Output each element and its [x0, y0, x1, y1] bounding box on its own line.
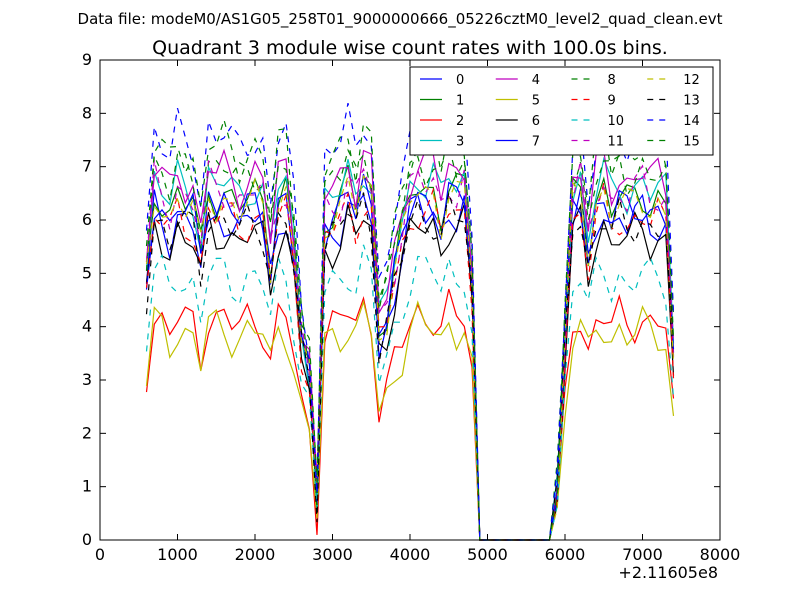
y-tick-label: 5: [82, 263, 92, 282]
y-tick-label: 3: [82, 370, 92, 389]
series-layer: [145, 102, 675, 541]
y-tick-label: 7: [82, 157, 92, 176]
legend-label-15: 15: [683, 135, 700, 150]
series-line-4: [145, 148, 675, 541]
legend-label-9: 9: [608, 94, 616, 109]
chart-title: Quadrant 3 module wise count rates with …: [152, 37, 668, 59]
y-tick-label: 1: [82, 477, 92, 496]
legend-label-11: 11: [608, 135, 625, 150]
series-line-11: [145, 159, 675, 541]
legend-label-2: 2: [456, 114, 464, 129]
chart-suptitle: Data file: modeM0/AS1G05_258T01_90000006…: [78, 10, 723, 29]
legend-label-1: 1: [456, 94, 464, 109]
series-line-5: [145, 299, 675, 541]
y-tick-label: 8: [82, 103, 92, 122]
series-line-3: [145, 156, 675, 541]
x-tick-label: 6000: [545, 545, 586, 564]
legend-label-0: 0: [456, 73, 464, 88]
series-line-12: [145, 173, 675, 541]
series-line-15: [145, 117, 675, 541]
y-tick-label: 0: [82, 530, 92, 549]
x-offset-label: +2.11605e8: [618, 563, 718, 582]
tick-layer: 0 1000 2000 3000 4000 5000 6000 7000 80000123456…: [82, 50, 741, 564]
x-tick-label: 2000: [235, 545, 276, 564]
y-tick-label: 4: [82, 317, 92, 336]
series-line-6: [145, 203, 675, 541]
series-line-9: [145, 182, 675, 541]
legend-label-5: 5: [532, 94, 540, 109]
legend-label-4: 4: [532, 73, 540, 88]
legend-label-10: 10: [608, 114, 625, 129]
legend-label-8: 8: [608, 73, 616, 88]
legend-label-14: 14: [683, 114, 700, 129]
legend-label-12: 12: [683, 73, 700, 88]
x-tick-label: 8000: [700, 545, 741, 564]
series-line-13: [145, 192, 675, 541]
x-tick-label: 0: [95, 545, 105, 564]
x-tick-label: 7000: [622, 545, 663, 564]
x-tick-label: 4000: [390, 545, 431, 564]
legend-label-7: 7: [532, 135, 540, 150]
x-tick-label: 1000: [157, 545, 198, 564]
legend-label-6: 6: [532, 114, 540, 129]
series-line-14: [145, 102, 675, 541]
legend-label-3: 3: [456, 135, 464, 150]
series-line-2: [145, 288, 675, 541]
x-tick-label: 3000: [312, 545, 353, 564]
y-tick-label: 6: [82, 210, 92, 229]
x-tick-label: 5000: [467, 545, 508, 564]
series-line-10: [145, 244, 675, 541]
legend-label-13: 13: [683, 94, 700, 109]
series-line-7: [145, 173, 675, 541]
y-tick-label: 2: [82, 423, 92, 442]
y-tick-label: 9: [82, 50, 92, 69]
